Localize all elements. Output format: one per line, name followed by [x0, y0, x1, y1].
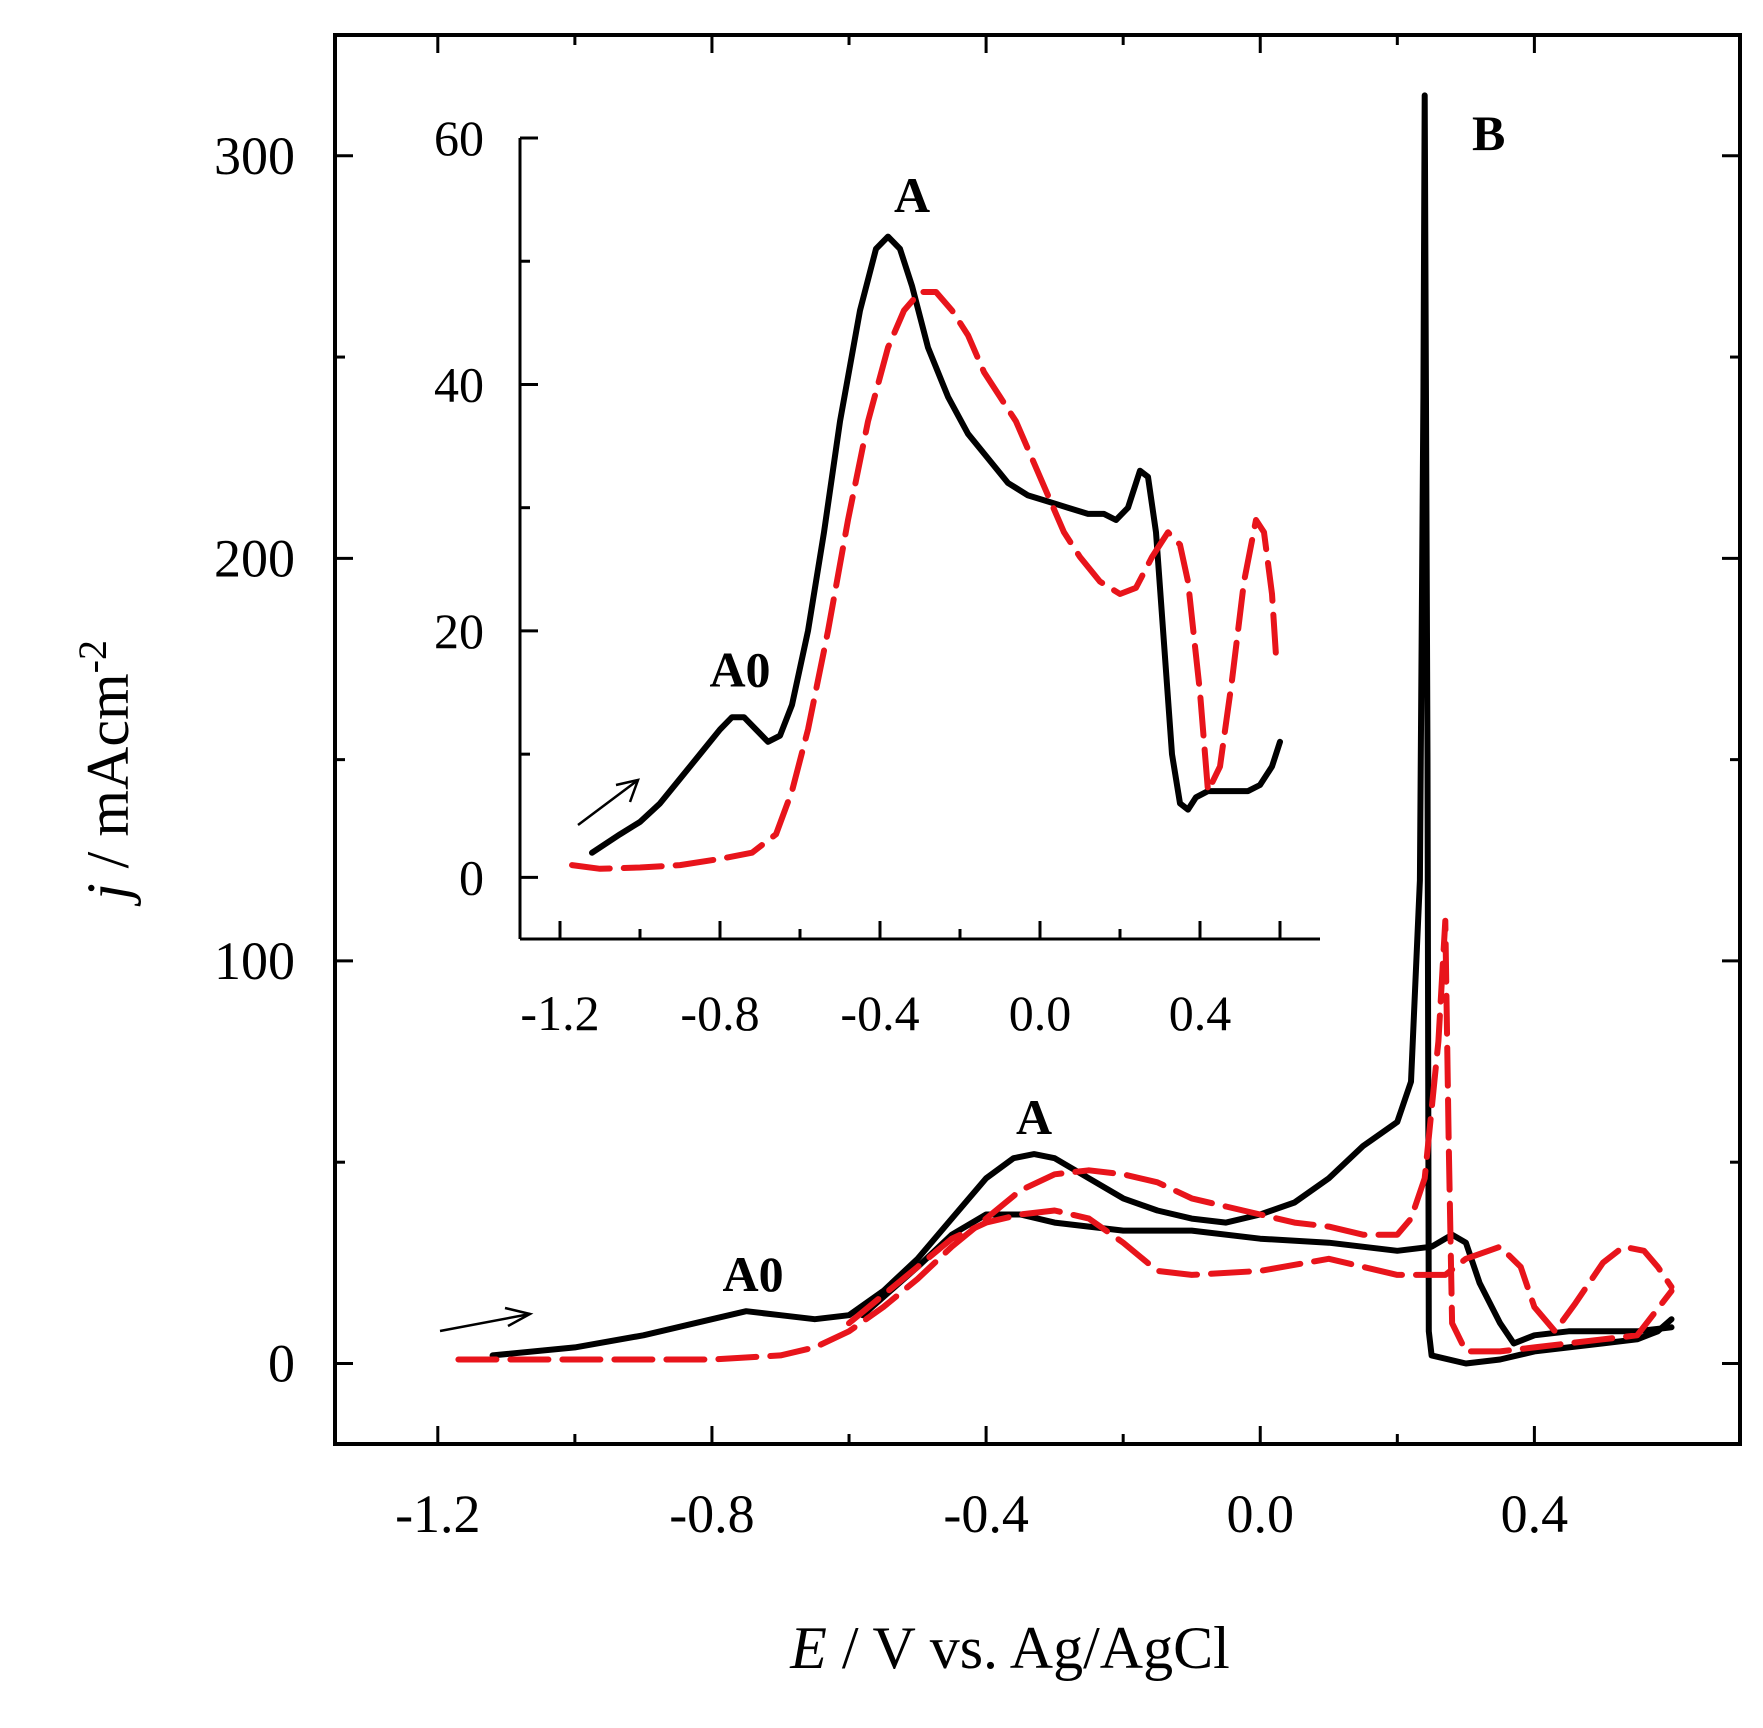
main-series-dashed-4	[846, 1207, 1675, 1335]
main-x-tick-label: -0.4	[943, 1484, 1028, 1544]
inset-curves	[569, 233, 1283, 872]
main-x-tick-label: 0.4	[1501, 1484, 1569, 1544]
main-scan-arrow	[439, 1306, 534, 1333]
main-annotations: A0 A	[723, 1089, 1053, 1302]
inset-annotation-2: A	[894, 167, 930, 223]
main-y-tick-label: 200	[214, 528, 295, 588]
inset-annotation-1: A0	[709, 641, 770, 697]
main-series-solid-2	[859, 1211, 1675, 1347]
y-axis-title-exponent: -2	[70, 640, 115, 673]
y-axis-title-text: / mAcm	[75, 673, 141, 883]
inset-axes: -1.2 -0.8 -0.4 0.0 0.4 0 20 40 60	[434, 110, 1320, 1041]
inset-scan-arrow	[577, 778, 640, 826]
x-axis-title-symbol: E	[789, 1615, 827, 1681]
main-series-dashed-3	[455, 917, 1675, 1363]
x-axis-title-text: / V vs. Ag/AgCl	[827, 1615, 1230, 1681]
x-axis-title: E / V vs. Ag/AgCl	[789, 1615, 1230, 1681]
inset-y-tick-label: 20	[434, 603, 484, 659]
inset-x-tick-label: -0.4	[840, 985, 919, 1041]
main-series-solid-1	[489, 92, 1675, 1367]
main-x-tick-label: 0.0	[1226, 1484, 1294, 1544]
inset-x-tick-label: 0.0	[1009, 985, 1072, 1041]
inset-x-tick-label: -0.8	[680, 985, 759, 1041]
y-axis-title: j / mAcm-2	[70, 640, 142, 907]
inset-annotations: A0 A	[709, 167, 930, 697]
y-axis-title-symbol: j	[75, 883, 141, 907]
inset-y-tick-label: 40	[434, 356, 484, 412]
inset-x-tick-label: -1.2	[520, 985, 599, 1041]
panel-label: B	[1472, 105, 1505, 161]
main-curves	[455, 92, 1675, 1367]
inset-x-tick-label: 0.4	[1169, 985, 1232, 1041]
inset-y-tick-label: 60	[434, 110, 484, 166]
main-y-tick-label: 300	[214, 126, 295, 186]
inset-y-tick-label: 0	[459, 849, 484, 905]
main-x-tick-label: -0.8	[669, 1484, 754, 1544]
main-y-tick-label: 0	[268, 1333, 295, 1393]
main-x-tick-label: -1.2	[395, 1484, 480, 1544]
main-annotation-1: A0	[723, 1246, 784, 1302]
main-annotation-2: A	[1016, 1089, 1052, 1145]
main-y-tick-label: 100	[214, 931, 295, 991]
main-plot-frame	[333, 33, 1742, 1446]
inset-series-dashed-2	[569, 289, 1279, 872]
inset-series-solid-1	[589, 233, 1283, 856]
